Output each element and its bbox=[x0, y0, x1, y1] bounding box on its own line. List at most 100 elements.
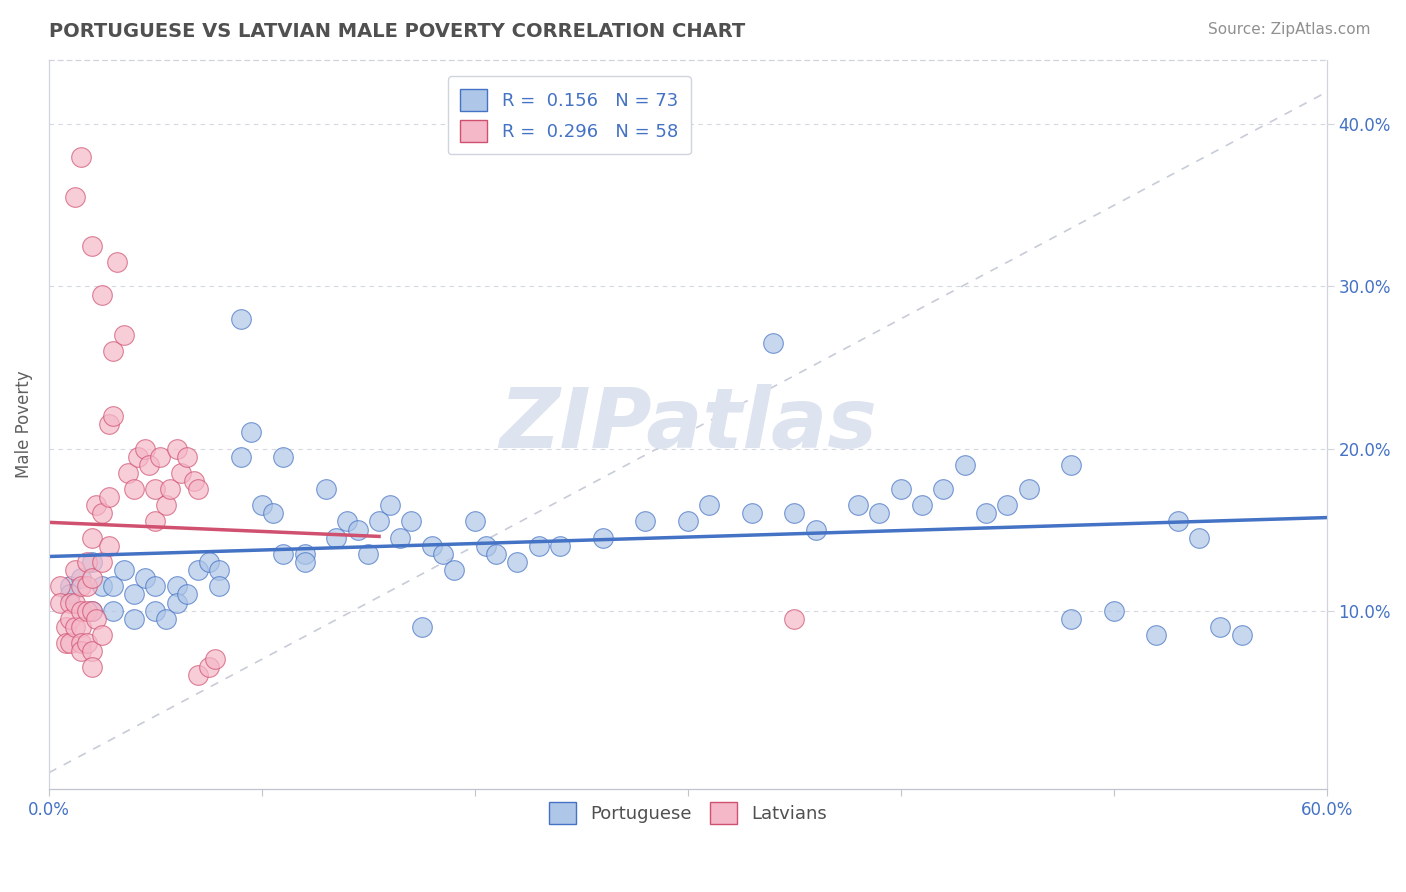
Text: PORTUGUESE VS LATVIAN MALE POVERTY CORRELATION CHART: PORTUGUESE VS LATVIAN MALE POVERTY CORRE… bbox=[49, 22, 745, 41]
Point bbox=[166, 595, 188, 609]
Point bbox=[55, 636, 77, 650]
Point bbox=[122, 612, 145, 626]
Point bbox=[91, 507, 114, 521]
Point bbox=[1060, 458, 1083, 472]
Point bbox=[80, 644, 103, 658]
Point bbox=[101, 409, 124, 424]
Point bbox=[59, 587, 82, 601]
Point bbox=[389, 531, 412, 545]
Point bbox=[97, 417, 120, 432]
Point bbox=[134, 571, 156, 585]
Point bbox=[1060, 612, 1083, 626]
Point bbox=[783, 612, 806, 626]
Point bbox=[70, 604, 93, 618]
Point bbox=[145, 482, 167, 496]
Point bbox=[155, 612, 177, 626]
Point bbox=[80, 571, 103, 585]
Point bbox=[63, 595, 86, 609]
Point bbox=[208, 579, 231, 593]
Point bbox=[804, 523, 827, 537]
Point bbox=[112, 328, 135, 343]
Point bbox=[315, 482, 337, 496]
Point bbox=[70, 644, 93, 658]
Point bbox=[101, 604, 124, 618]
Point bbox=[59, 612, 82, 626]
Point bbox=[63, 563, 86, 577]
Point bbox=[368, 515, 391, 529]
Point bbox=[846, 498, 869, 512]
Point bbox=[76, 636, 98, 650]
Point bbox=[1018, 482, 1040, 496]
Point bbox=[159, 482, 181, 496]
Point bbox=[70, 571, 93, 585]
Point bbox=[783, 507, 806, 521]
Point bbox=[271, 547, 294, 561]
Point bbox=[155, 498, 177, 512]
Point bbox=[70, 150, 93, 164]
Point bbox=[176, 450, 198, 464]
Point bbox=[485, 547, 508, 561]
Point bbox=[229, 312, 252, 326]
Point bbox=[55, 620, 77, 634]
Point bbox=[80, 604, 103, 618]
Point bbox=[346, 523, 368, 537]
Point bbox=[70, 636, 93, 650]
Point bbox=[911, 498, 934, 512]
Point bbox=[101, 579, 124, 593]
Point bbox=[204, 652, 226, 666]
Point bbox=[134, 442, 156, 456]
Point bbox=[112, 563, 135, 577]
Point bbox=[208, 563, 231, 577]
Point bbox=[548, 539, 571, 553]
Point bbox=[869, 507, 891, 521]
Point bbox=[592, 531, 614, 545]
Point bbox=[411, 620, 433, 634]
Point bbox=[70, 620, 93, 634]
Point bbox=[443, 563, 465, 577]
Point bbox=[76, 579, 98, 593]
Point bbox=[187, 668, 209, 682]
Point bbox=[59, 595, 82, 609]
Point bbox=[336, 515, 359, 529]
Point bbox=[1209, 620, 1232, 634]
Point bbox=[84, 498, 107, 512]
Point bbox=[117, 466, 139, 480]
Point bbox=[149, 450, 172, 464]
Point bbox=[59, 579, 82, 593]
Point bbox=[101, 344, 124, 359]
Point bbox=[953, 458, 976, 472]
Point bbox=[91, 628, 114, 642]
Point bbox=[145, 515, 167, 529]
Point bbox=[890, 482, 912, 496]
Point bbox=[676, 515, 699, 529]
Point bbox=[229, 450, 252, 464]
Point bbox=[197, 555, 219, 569]
Point bbox=[76, 555, 98, 569]
Point bbox=[634, 515, 657, 529]
Point bbox=[378, 498, 401, 512]
Text: Source: ZipAtlas.com: Source: ZipAtlas.com bbox=[1208, 22, 1371, 37]
Point bbox=[1188, 531, 1211, 545]
Point bbox=[474, 539, 496, 553]
Point bbox=[183, 474, 205, 488]
Point bbox=[122, 482, 145, 496]
Point bbox=[166, 579, 188, 593]
Point bbox=[63, 620, 86, 634]
Point bbox=[80, 604, 103, 618]
Point bbox=[271, 450, 294, 464]
Point bbox=[432, 547, 454, 561]
Point bbox=[176, 587, 198, 601]
Point bbox=[97, 490, 120, 504]
Point bbox=[294, 547, 316, 561]
Point bbox=[697, 498, 720, 512]
Point bbox=[97, 539, 120, 553]
Point bbox=[84, 612, 107, 626]
Point bbox=[357, 547, 380, 561]
Point bbox=[59, 636, 82, 650]
Point bbox=[1144, 628, 1167, 642]
Point bbox=[1167, 515, 1189, 529]
Point bbox=[399, 515, 422, 529]
Legend: Portuguese, Latvians: Portuguese, Latvians bbox=[541, 795, 834, 831]
Text: ZIPatlas: ZIPatlas bbox=[499, 384, 877, 465]
Point bbox=[80, 555, 103, 569]
